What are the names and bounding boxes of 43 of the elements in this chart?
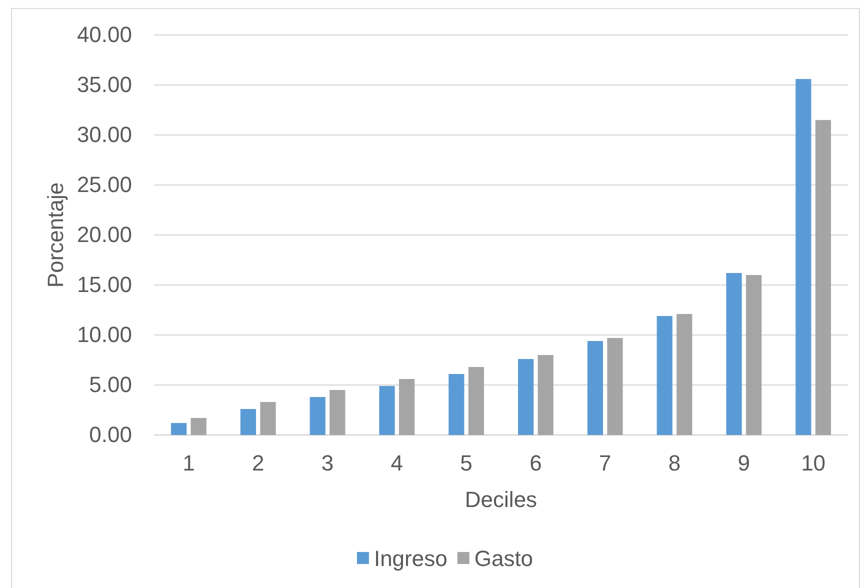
x-tick-label: 10 — [801, 450, 826, 476]
bar — [746, 275, 762, 435]
y-tick-label: 15.00 — [76, 272, 132, 298]
x-tick-label: 7 — [598, 450, 612, 476]
y-tick-label: 40.00 — [76, 22, 132, 48]
bar — [796, 79, 812, 435]
bar — [260, 402, 276, 435]
y-tick-label: 20.00 — [76, 222, 132, 248]
y-tick-label: 5.00 — [89, 372, 132, 398]
bar — [240, 409, 256, 435]
bar — [171, 423, 187, 435]
x-tick-label: 5 — [460, 450, 472, 476]
x-axis-title: Deciles — [464, 487, 538, 512]
y-tick-label: 30.00 — [76, 122, 132, 148]
x-tick-label: 8 — [668, 450, 681, 476]
bar — [587, 341, 604, 435]
x-tick-label: 6 — [530, 450, 542, 476]
y-tick-label: 25.00 — [76, 172, 132, 198]
bar — [310, 397, 326, 435]
x-tick-label: 3 — [321, 450, 334, 476]
bar — [815, 120, 831, 435]
y-tick-label: 35.00 — [76, 72, 132, 98]
bar — [330, 390, 346, 435]
y-tick-label: 10.00 — [76, 322, 132, 348]
bar — [518, 359, 534, 435]
bar — [676, 314, 692, 435]
bar — [448, 374, 464, 435]
bar — [190, 418, 206, 435]
bar — [607, 338, 623, 435]
bar — [726, 273, 742, 435]
x-tick-label: 9 — [738, 450, 750, 476]
y-tick-label: 0.00 — [89, 422, 132, 448]
legend-label: Ingreso — [374, 546, 448, 571]
bar — [538, 355, 554, 435]
x-tick-label: 2 — [252, 450, 264, 476]
y-axis-title: Porcentaje — [43, 182, 68, 288]
x-tick-label: 1 — [182, 450, 195, 476]
bar — [468, 367, 484, 435]
x-tick-label: 4 — [390, 450, 404, 476]
bar — [656, 316, 672, 435]
legend-label: Gasto — [474, 546, 534, 571]
bar — [398, 379, 415, 435]
bar — [379, 386, 395, 435]
